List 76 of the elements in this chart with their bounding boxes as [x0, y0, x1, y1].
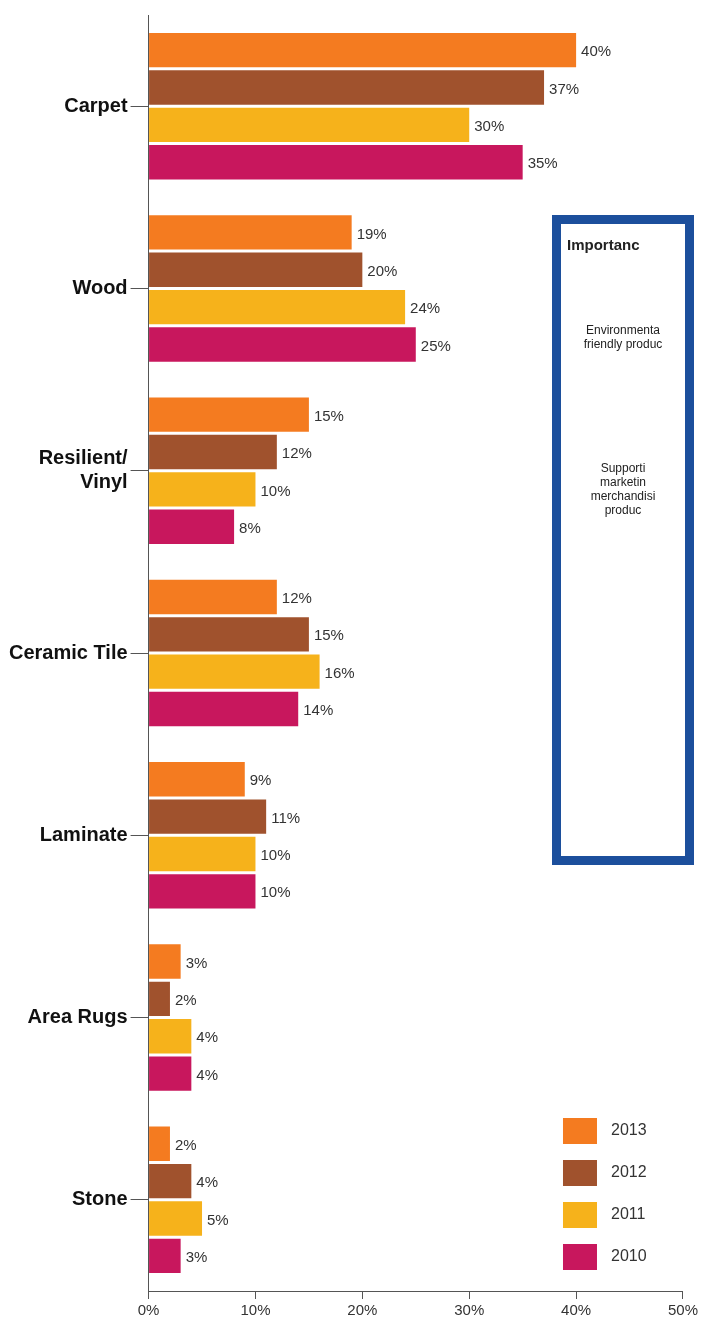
data-label: 10%	[260, 883, 291, 901]
bar	[149, 1019, 192, 1054]
bar	[149, 944, 181, 979]
bar	[149, 654, 320, 689]
data-label: 15%	[313, 626, 344, 644]
data-label: 4%	[196, 1173, 219, 1191]
bar	[149, 1126, 170, 1161]
bar	[149, 762, 245, 797]
bar	[149, 145, 523, 180]
data-label: 14%	[303, 701, 334, 719]
y-tick-label: Ceramic Tile	[8, 640, 128, 663]
data-label: 15%	[313, 406, 344, 424]
x-tick-label: 30%	[454, 1301, 485, 1319]
data-label: 25%	[420, 336, 451, 354]
data-label: 37%	[549, 79, 580, 97]
data-label: 20%	[367, 261, 398, 279]
data-label: 4%	[196, 1065, 219, 1083]
data-label: 30%	[474, 116, 505, 134]
legend-label: 2011	[610, 1205, 646, 1223]
data-label: 9%	[249, 771, 272, 789]
data-label: 2%	[174, 991, 197, 1009]
legend-label: 2010	[610, 1247, 647, 1265]
bar	[149, 107, 470, 143]
data-label: 24%	[410, 299, 441, 317]
bar	[149, 981, 170, 1017]
legend-label: 2012	[610, 1163, 647, 1181]
bar	[149, 1238, 181, 1274]
x-tick-label: 50%	[667, 1301, 698, 1319]
bar	[149, 799, 267, 834]
data-label: 12%	[281, 444, 312, 462]
bar	[149, 617, 309, 652]
x-tick-label: 10%	[240, 1301, 271, 1319]
x-tick-label: 20%	[347, 1301, 378, 1319]
bar	[149, 289, 406, 325]
bar	[149, 691, 299, 727]
data-label: 5%	[207, 1210, 229, 1228]
y-tick-label: Stone	[72, 1187, 128, 1210]
bar	[149, 215, 352, 250]
bar	[149, 327, 416, 362]
bar	[149, 252, 363, 287]
bar	[149, 1201, 203, 1236]
data-label: 10%	[260, 846, 291, 864]
bar	[149, 397, 309, 432]
legend-label: 2013	[610, 1121, 647, 1139]
bar	[149, 579, 277, 615]
y-tick-label: Area Rugs	[27, 1005, 128, 1028]
annotation: Supporti marketin merchandisi produc	[589, 461, 657, 517]
data-label: 8%	[239, 518, 261, 536]
annotation: Environmenta friendly produc	[582, 323, 664, 351]
data-label: 11%	[271, 808, 301, 826]
data-label: 12%	[281, 589, 312, 607]
bar	[149, 70, 545, 105]
x-tick-label: 40%	[561, 1301, 592, 1319]
data-label: 2%	[174, 1135, 197, 1153]
data-label: 3%	[185, 953, 208, 971]
bar	[149, 1163, 192, 1199]
data-label: 16%	[324, 663, 355, 681]
data-label: 19%	[356, 224, 387, 242]
bar	[149, 434, 277, 470]
y-tick-label: Wood	[72, 275, 128, 298]
text: Importanc	[567, 236, 641, 253]
bar	[149, 509, 235, 544]
bar	[149, 874, 256, 909]
data-label: 10%	[260, 481, 291, 499]
bar	[149, 1056, 192, 1091]
data-label: 4%	[196, 1028, 219, 1046]
data-label: 35%	[527, 154, 558, 172]
bar	[149, 472, 256, 507]
bar	[149, 836, 256, 872]
bar	[149, 32, 577, 68]
y-tick-label: Laminate	[39, 822, 128, 845]
data-label: 40%	[581, 42, 612, 60]
y-tick-label: Carpet	[64, 93, 128, 116]
y-tick-label: Resilient/ Vinyl	[38, 446, 129, 493]
x-tick-label: 0%	[137, 1301, 160, 1319]
data-label: 3%	[185, 1248, 208, 1266]
